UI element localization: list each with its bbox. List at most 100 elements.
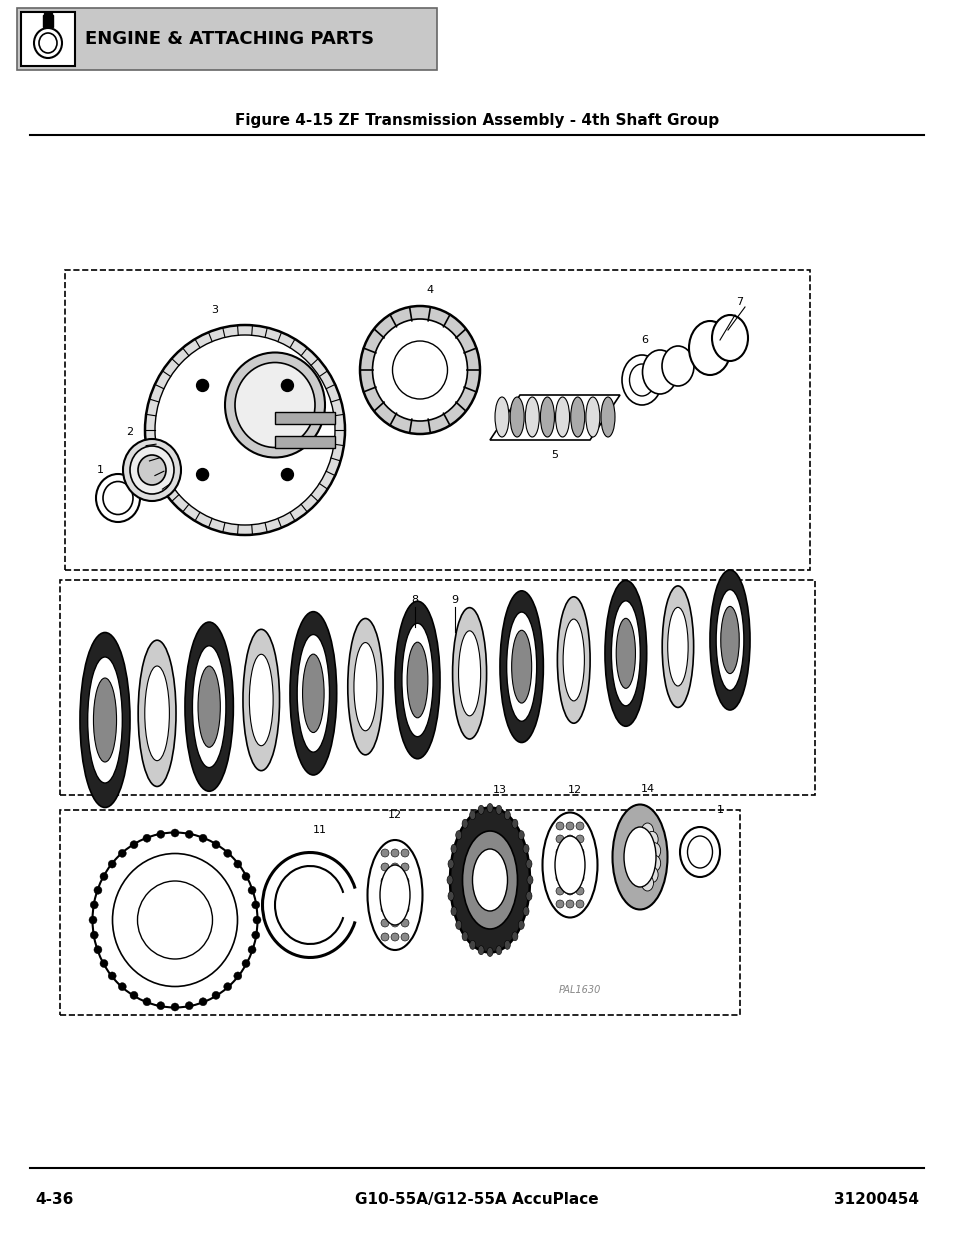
Ellipse shape [576,848,583,856]
Ellipse shape [565,900,574,908]
Ellipse shape [193,646,226,768]
Ellipse shape [640,823,653,839]
Ellipse shape [448,860,454,868]
Text: 11: 11 [313,825,327,835]
Ellipse shape [391,877,398,885]
Text: 6: 6 [640,335,648,345]
Ellipse shape [34,28,62,58]
Ellipse shape [400,905,409,913]
Ellipse shape [92,832,257,1008]
Ellipse shape [448,892,454,900]
Ellipse shape [517,831,524,840]
Ellipse shape [118,983,126,990]
Ellipse shape [585,396,599,437]
Ellipse shape [565,887,574,895]
Text: PAL1630: PAL1630 [558,986,600,995]
Ellipse shape [461,819,468,829]
Ellipse shape [556,874,563,882]
Ellipse shape [556,887,563,895]
Ellipse shape [80,632,130,808]
Text: 4: 4 [426,285,433,295]
Ellipse shape [510,396,523,437]
Ellipse shape [88,657,122,783]
Ellipse shape [641,350,677,394]
Ellipse shape [661,346,693,387]
Ellipse shape [711,315,747,361]
Ellipse shape [469,940,476,950]
Ellipse shape [458,631,480,716]
Ellipse shape [451,906,456,915]
Ellipse shape [576,900,583,908]
Ellipse shape [472,848,507,911]
Ellipse shape [542,813,597,918]
Ellipse shape [199,998,207,1005]
Ellipse shape [486,947,493,956]
Ellipse shape [39,33,57,53]
Ellipse shape [667,608,687,685]
Ellipse shape [354,642,376,731]
Ellipse shape [616,619,635,688]
Ellipse shape [93,946,102,953]
Ellipse shape [143,998,151,1005]
Ellipse shape [380,848,389,857]
Text: 3: 3 [212,305,218,315]
Text: 7: 7 [736,296,742,308]
Ellipse shape [506,613,537,721]
Ellipse shape [359,306,479,433]
Ellipse shape [138,640,175,787]
Text: 14: 14 [640,784,655,794]
Ellipse shape [96,474,140,522]
Ellipse shape [296,635,329,752]
Ellipse shape [709,571,749,710]
Ellipse shape [462,831,517,929]
Ellipse shape [108,972,116,979]
Ellipse shape [679,827,720,877]
Ellipse shape [156,1002,165,1010]
Ellipse shape [504,940,510,950]
Text: 1: 1 [716,805,722,815]
Ellipse shape [112,853,237,987]
Text: 12: 12 [388,810,401,820]
Ellipse shape [391,890,398,899]
Ellipse shape [565,874,574,882]
Ellipse shape [576,861,583,869]
Bar [65,270,809,571]
Ellipse shape [391,863,398,871]
Ellipse shape [252,931,259,939]
Ellipse shape [461,931,468,941]
Ellipse shape [372,319,467,421]
Ellipse shape [223,850,232,857]
Ellipse shape [123,438,181,501]
Text: 2: 2 [127,427,133,437]
Ellipse shape [640,874,653,890]
Text: Figure 4-15 ZF Transmission Assembly - 4th Shaft Group: Figure 4-15 ZF Transmission Assembly - 4… [234,112,719,127]
Ellipse shape [576,823,583,830]
Bar [60,580,814,795]
Ellipse shape [400,919,409,927]
Ellipse shape [496,805,501,814]
Ellipse shape [171,1003,179,1011]
Ellipse shape [556,823,563,830]
Ellipse shape [185,622,233,792]
Ellipse shape [91,900,98,909]
Ellipse shape [469,810,476,820]
Ellipse shape [93,887,102,894]
Ellipse shape [645,831,658,847]
Ellipse shape [130,446,173,494]
Ellipse shape [367,840,422,950]
Ellipse shape [93,678,116,762]
Ellipse shape [249,655,273,746]
Ellipse shape [688,321,730,375]
Ellipse shape [526,876,533,884]
Ellipse shape [556,900,563,908]
Ellipse shape [447,876,453,884]
Ellipse shape [648,842,660,858]
Ellipse shape [555,396,569,437]
Ellipse shape [145,325,345,535]
Ellipse shape [629,364,654,396]
Ellipse shape [557,597,590,724]
Ellipse shape [512,931,517,941]
Ellipse shape [400,877,409,885]
Ellipse shape [130,992,138,999]
Text: G10-55A/G12-55A AccuPlace: G10-55A/G12-55A AccuPlace [355,1193,598,1208]
